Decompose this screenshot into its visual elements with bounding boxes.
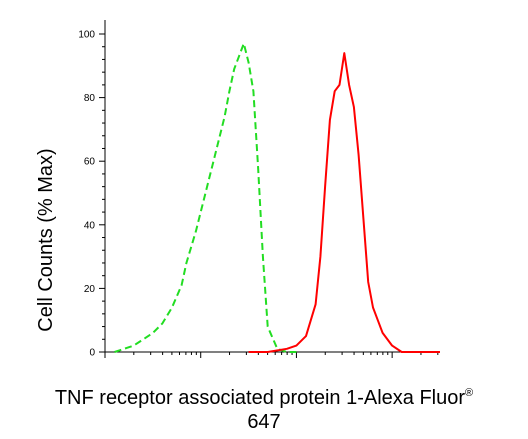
y-tick-labels: 0 20 40 60 80 100 — [78, 30, 95, 359]
y-axis-label: Cell Counts (% Max) — [35, 148, 57, 331]
isotype-control-curve — [114, 42, 297, 353]
x-axis-label-line2: 647 — [247, 411, 281, 433]
x-axis-label: TNF receptor associated protein 1-Alexa … — [0, 381, 528, 410]
y-tick-label: 60 — [84, 157, 96, 168]
y-tick-label: 100 — [78, 30, 95, 41]
series-layer — [114, 42, 440, 353]
x-axis-label-text: TNF receptor associated protein 1-Alexa … — [54, 387, 466, 409]
y-tick-label: 0 — [89, 348, 95, 359]
registered-mark: ® — [465, 387, 474, 399]
y-tick-label: 80 — [84, 93, 96, 104]
y-tick-label: 20 — [84, 284, 96, 295]
y-tick-label: 40 — [84, 220, 96, 231]
sample-curve — [248, 52, 440, 353]
axes — [99, 20, 440, 358]
